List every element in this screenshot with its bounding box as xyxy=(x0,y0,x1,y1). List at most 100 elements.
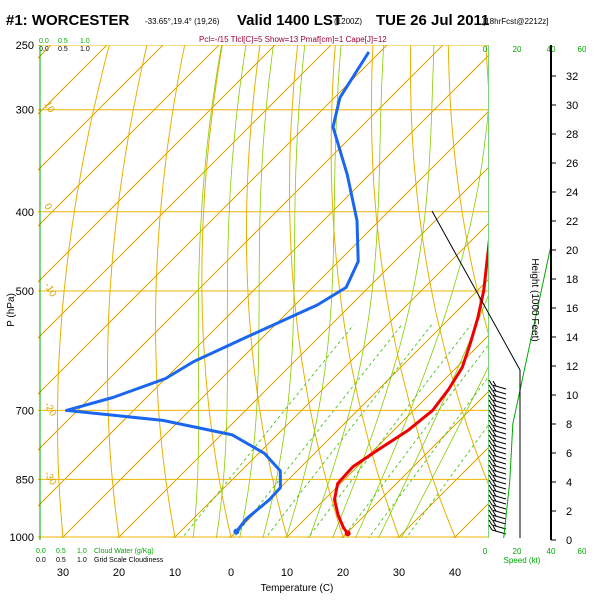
wind-barb xyxy=(469,60,486,69)
barb-flag xyxy=(492,510,497,517)
height-tick-label: 2 xyxy=(566,506,572,518)
barb-flag xyxy=(469,172,472,177)
height-tick-label: 18 xyxy=(566,274,578,286)
barb-staff xyxy=(472,257,486,261)
wind-barb xyxy=(488,404,507,415)
barb-flag xyxy=(488,474,493,481)
barb-flag xyxy=(488,519,493,526)
height-tick-label: 6 xyxy=(566,448,572,460)
barb-flag xyxy=(492,390,497,397)
barb-staff xyxy=(491,384,507,390)
barb-flag xyxy=(488,524,493,531)
barb-flag xyxy=(488,439,493,446)
isotherm-line xyxy=(229,279,488,538)
wind-barb xyxy=(488,499,507,510)
height-tick-label: 4 xyxy=(566,477,572,489)
isotherm-line xyxy=(38,45,220,227)
wind-barb xyxy=(488,429,507,440)
barb-staff xyxy=(491,404,507,410)
mixing-ratio-label: 15 xyxy=(324,541,333,550)
barb-staff xyxy=(491,394,507,400)
barb-staff xyxy=(491,434,507,440)
wind-barb xyxy=(488,444,507,455)
speed-tick: 60 xyxy=(578,45,587,54)
temperature-tick-label: 20 xyxy=(113,567,125,579)
isotherm-line xyxy=(285,335,488,538)
height-tick-label: 16 xyxy=(566,303,578,315)
dry-adiabat-line xyxy=(246,45,288,538)
dry-adiabat-line xyxy=(57,45,110,538)
height-tick-label: 32 xyxy=(566,71,578,83)
barb-staff xyxy=(491,519,507,525)
barb-flag xyxy=(488,449,493,456)
isotherm-label: -30 xyxy=(41,469,58,487)
barb-flag xyxy=(469,204,472,209)
barb-staff xyxy=(472,241,486,245)
barb-flag xyxy=(473,189,476,194)
barb-staff xyxy=(472,129,486,133)
bottom-cloud-tick: 1.0 xyxy=(77,548,87,555)
top-cloud-tick: 0.0 xyxy=(39,38,49,45)
wind-barb xyxy=(488,479,507,490)
moist-adiabat-lines xyxy=(192,45,488,538)
barb-flag xyxy=(492,430,497,437)
barb-flag xyxy=(488,384,493,391)
bottom-grid-tick: 0.5 xyxy=(56,557,66,564)
barb-flag xyxy=(469,316,472,321)
x-axis-label: Temperature (C) xyxy=(261,583,334,594)
isotherm-line xyxy=(117,167,488,538)
bottom-grid-tick: 1.0 xyxy=(77,557,87,564)
barb-staff xyxy=(472,161,486,165)
pressure-tick-label: 500 xyxy=(16,286,34,298)
top-cloud-tick: 0.5 xyxy=(58,38,68,45)
wind-barb xyxy=(488,524,507,535)
barb-flag xyxy=(469,140,472,145)
isotherm-line xyxy=(173,223,488,538)
station-coords: -33.65°,19.4° (19,26) xyxy=(145,17,220,26)
surface-dewpoint-point xyxy=(233,528,240,535)
valid-time: Valid 1400 LST xyxy=(237,12,342,29)
wind-barb xyxy=(469,268,486,277)
barb-staff xyxy=(491,449,507,455)
height-tick-label: 20 xyxy=(566,245,578,257)
barb-staff xyxy=(472,193,486,197)
moist-adiabat-line xyxy=(239,45,274,538)
barb-flag xyxy=(473,173,476,178)
surface-temperature-point xyxy=(344,530,351,537)
barb-flag xyxy=(492,455,497,462)
wind-barb xyxy=(488,394,507,405)
pressure-axis: 250 300 400 500 700 850 1000 xyxy=(10,40,34,544)
utc-time: (1200Z) xyxy=(334,17,362,26)
height-tick-label: 26 xyxy=(566,158,578,170)
wind-barb xyxy=(488,389,507,400)
barb-flag xyxy=(473,221,476,226)
wind-barb xyxy=(488,484,507,495)
barb-flag xyxy=(488,499,493,506)
forecast-label: [18hrFcst@2212z] xyxy=(483,17,548,26)
speed-label: Speed (kt) xyxy=(504,556,541,565)
barb-staff xyxy=(491,489,507,495)
isotherm-line xyxy=(38,45,164,171)
barb-flag xyxy=(492,440,497,447)
barb-flag xyxy=(492,415,497,422)
barb-flag xyxy=(488,379,493,386)
barb-flag xyxy=(488,494,493,501)
wind-barb xyxy=(488,509,507,520)
barb-flag xyxy=(488,429,493,436)
dry-adiabat-line xyxy=(107,45,148,538)
barb-staff xyxy=(491,529,507,535)
barb-flag xyxy=(469,300,472,305)
barb-flag xyxy=(469,92,472,97)
wind-barbs xyxy=(469,60,507,535)
barb-flag xyxy=(492,480,497,487)
mixing-ratio-line xyxy=(405,424,488,538)
height-tick-label: 10 xyxy=(566,390,578,402)
dry-adiabat-line xyxy=(485,45,488,87)
barb-flag xyxy=(492,465,497,472)
barb-flag xyxy=(492,520,497,527)
barb-flag xyxy=(488,484,493,491)
wind-barb xyxy=(488,449,507,460)
barb-flag xyxy=(488,414,493,421)
dry-adiabat-line xyxy=(370,45,456,538)
